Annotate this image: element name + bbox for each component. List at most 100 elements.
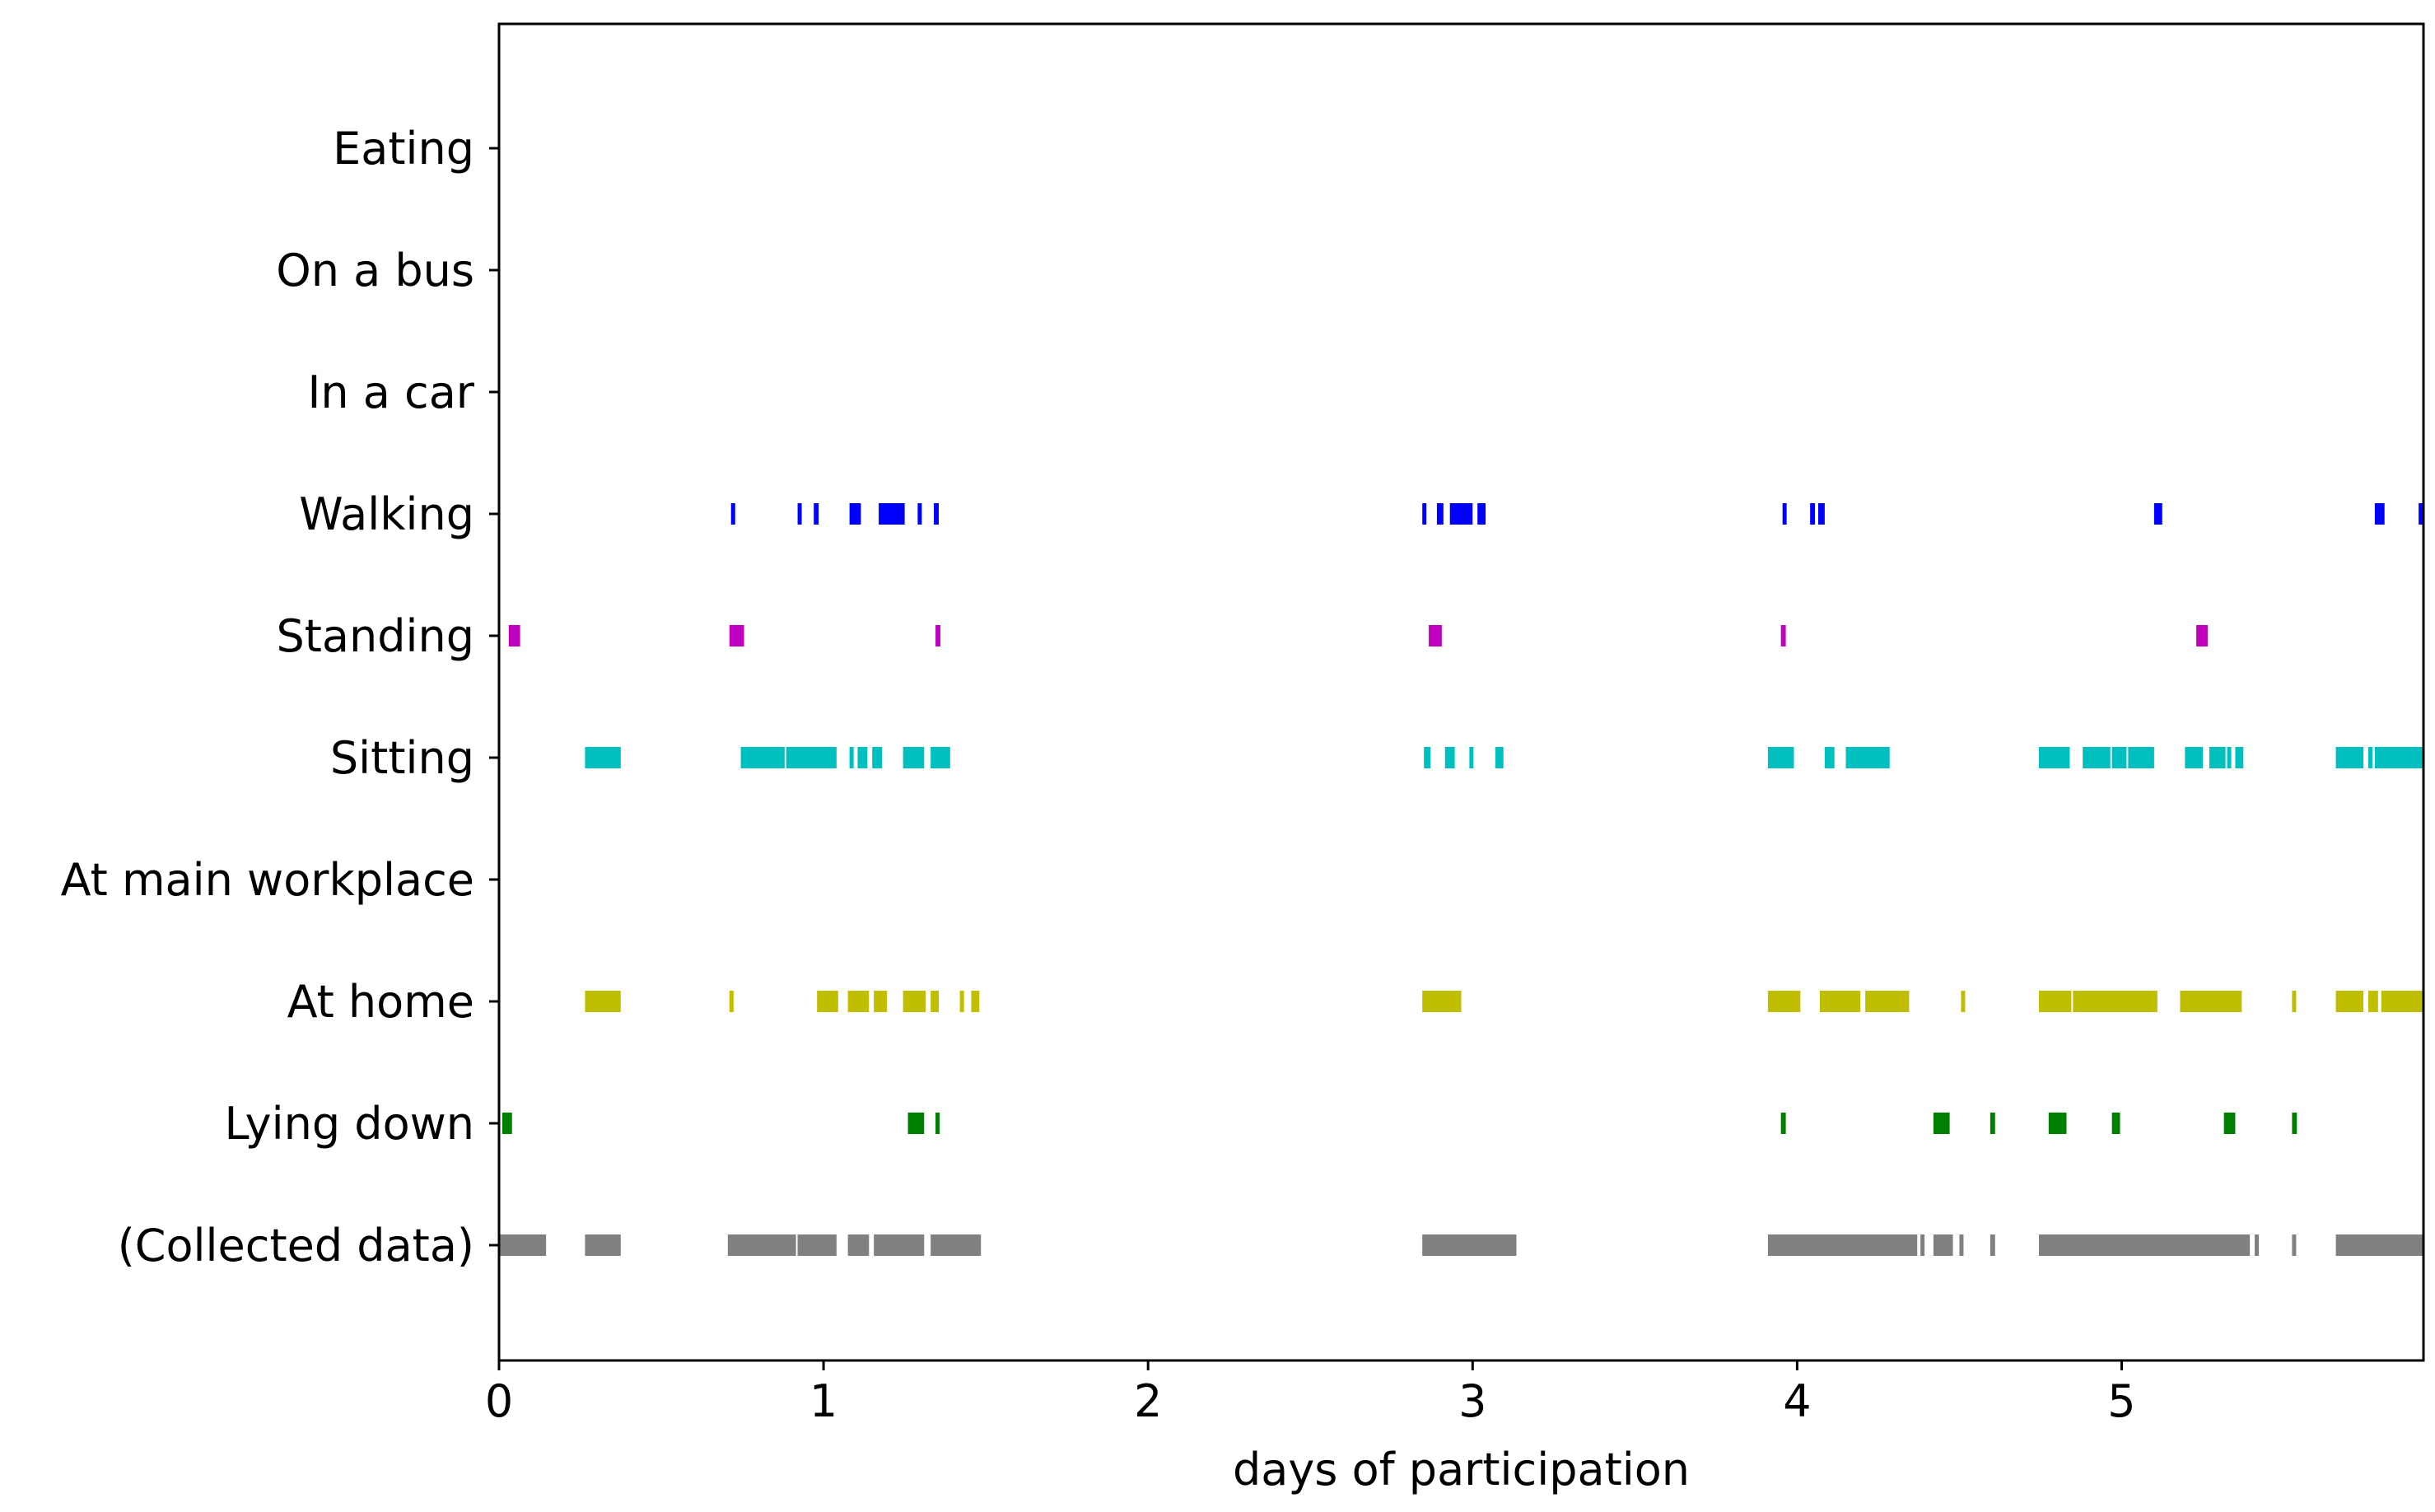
activity-segment (2235, 747, 2244, 768)
activity-segment (2038, 991, 2072, 1012)
activity-segment (2374, 503, 2385, 525)
activity-segment (2180, 991, 2242, 1012)
activity-segment (2185, 747, 2204, 768)
activity-segment (2381, 991, 2423, 1012)
activity-segment (2335, 747, 2364, 768)
activity-segment (2128, 747, 2154, 768)
plot-frame (497, 22, 2425, 1362)
activity-segment (508, 625, 520, 646)
activity-segment (874, 991, 887, 1012)
activity-segment (872, 747, 883, 768)
chart-bars-layer (499, 503, 2423, 1256)
activity-segment (1810, 503, 1816, 525)
activity-segment (934, 503, 940, 525)
y-tick-label: Lying down (225, 1098, 474, 1150)
activity-segment (585, 1234, 621, 1256)
activity-segment (1865, 991, 1910, 1012)
activity-segment (849, 503, 861, 525)
activity-segment (931, 747, 950, 768)
activity-segment (740, 747, 785, 768)
activity-segment (1495, 747, 1504, 768)
activity-segment (817, 991, 838, 1012)
y-tick-label: Walking (299, 488, 474, 540)
activity-segment (1920, 1234, 1925, 1256)
y-tick-label: (Collected data) (118, 1220, 474, 1272)
activity-segment (2335, 991, 2364, 1012)
activity-segment (917, 503, 922, 525)
activity-segment (2196, 625, 2208, 646)
activity-segment (1959, 1234, 1964, 1256)
activity-segment (501, 1113, 512, 1134)
activity-segment (2038, 1234, 2251, 1256)
activity-segment (1845, 747, 1890, 768)
activity-segment (903, 991, 926, 1012)
activity-segment (2292, 1113, 2297, 1134)
activity-segment (931, 1234, 982, 1256)
x-tick-label: 1 (809, 1375, 837, 1427)
activity-segment (903, 747, 925, 768)
x-tick-label: 3 (1458, 1375, 1486, 1427)
activity-segment (1449, 503, 1473, 525)
activity-segment (585, 991, 621, 1012)
y-tick-label: In a car (307, 366, 474, 418)
activity-segment (1429, 625, 1442, 646)
x-axis-label: days of participation (1233, 1444, 1690, 1496)
activity-segment (729, 625, 744, 646)
activity-segment (814, 503, 819, 525)
activity-segment (1422, 1234, 1517, 1256)
y-tick-label: Standing (276, 610, 474, 662)
activity-segment (727, 1234, 796, 1256)
activity-segment (1422, 991, 1462, 1012)
activity-segment (1819, 991, 1861, 1012)
activity-segment (1422, 503, 1427, 525)
activity-segment (1933, 1234, 1953, 1256)
activity-segment (2292, 1234, 2297, 1256)
y-tick-label: At home (287, 976, 474, 1028)
activity-segment (1818, 503, 1825, 525)
y-tick-label: Sitting (330, 732, 474, 784)
activity-segment (786, 747, 837, 768)
activity-segment (1933, 1113, 1950, 1134)
activity-segment (2048, 1113, 2067, 1134)
activity-segment (1824, 747, 1835, 768)
activity-segment (2073, 991, 2157, 1012)
activity-segment (1780, 1113, 1786, 1134)
activity-segment (2292, 991, 2297, 1012)
activity-segment (797, 1234, 837, 1256)
activity-segment (1961, 991, 1966, 1012)
activity-segment (2209, 747, 2226, 768)
activity-segment (1436, 503, 1444, 525)
activity-segment (1424, 747, 1431, 768)
activity-segment (971, 991, 980, 1012)
activity-segment (935, 625, 940, 646)
activity-segment (730, 503, 735, 525)
x-tick-label: 2 (1134, 1375, 1162, 1427)
activity-segment (874, 1234, 925, 1256)
y-tick-label: At main workplace (61, 854, 474, 906)
y-tick-label: On a bus (276, 245, 474, 296)
y-axis: Eating On a bus In a car Walking Standing Sit… (61, 123, 499, 1272)
activity-segment (857, 747, 868, 768)
activity-segment (935, 1113, 940, 1134)
activity-segment (879, 503, 905, 525)
activity-segment (2111, 1113, 2120, 1134)
activity-segment (2223, 1113, 2236, 1134)
activity-segment (2227, 747, 2232, 768)
activity-segment (931, 991, 940, 1012)
activity-segment (2335, 1234, 2423, 1256)
activity-segment (2083, 747, 2111, 768)
activity-segment (1444, 747, 1455, 768)
activity-segment (1990, 1234, 1995, 1256)
activity-segment (2038, 747, 2070, 768)
activity-segment (2153, 503, 2162, 525)
activity-segment (849, 747, 854, 768)
x-tick-label: 4 (1783, 1375, 1811, 1427)
activity-segment (499, 1234, 547, 1256)
activity-segment (907, 1113, 925, 1134)
activity-segment (1767, 747, 1794, 768)
x-tick-label: 0 (485, 1375, 513, 1427)
activity-segment (847, 991, 870, 1012)
activity-segment (585, 747, 621, 768)
activity-segment (1469, 747, 1474, 768)
activity-segment (2374, 747, 2423, 768)
